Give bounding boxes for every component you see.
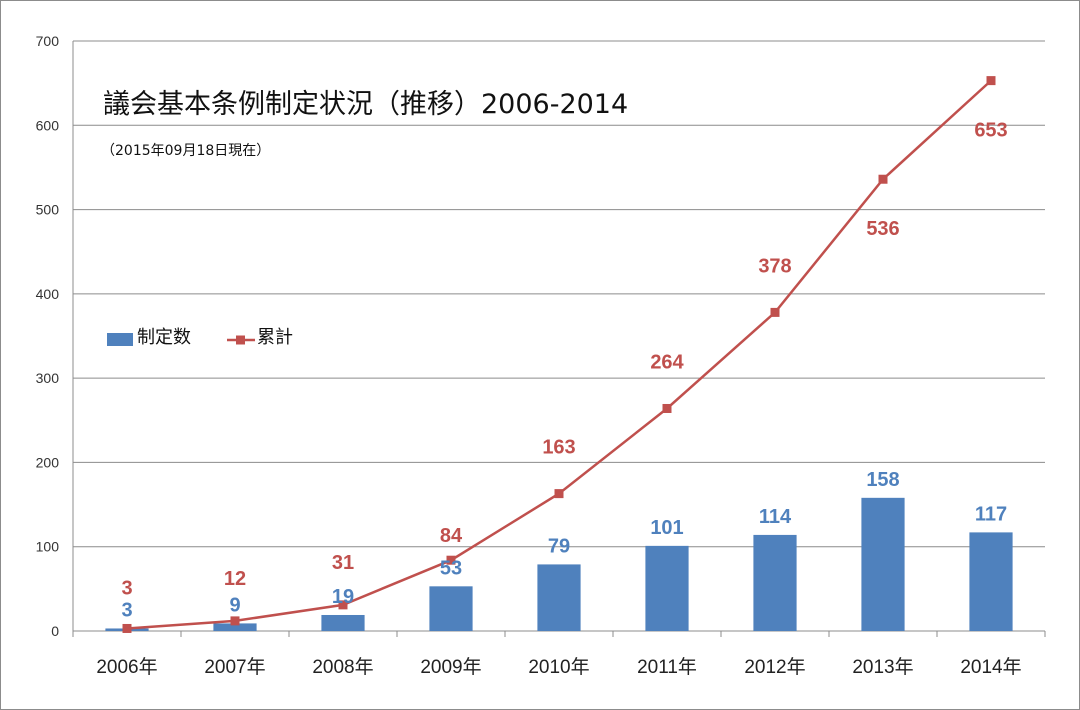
line-data-label: 536 <box>866 218 899 240</box>
bar <box>645 545 689 631</box>
x-tick-label: 2007年 <box>204 656 265 678</box>
bar-series <box>105 497 1013 631</box>
line-marker <box>986 76 996 86</box>
y-tick-label: 400 <box>36 286 60 302</box>
bar <box>753 534 797 631</box>
legend-label-bar: 制定数 <box>137 327 191 348</box>
line-data-label: 12 <box>224 568 246 590</box>
bar <box>321 614 365 631</box>
x-tick-label: 2006年 <box>96 656 157 678</box>
y-tick-label: 0 <box>51 623 59 639</box>
x-tick-label: 2011年 <box>637 656 697 678</box>
bar-data-label: 9 <box>229 594 240 616</box>
x-tick-label: 2009年 <box>420 656 481 678</box>
line-data-label: 378 <box>758 255 791 277</box>
legend: 制定数 累計 <box>107 327 293 348</box>
line-marker <box>446 555 456 565</box>
x-tick-label: 2008年 <box>312 656 373 678</box>
line-marker <box>122 623 132 633</box>
chart-title: 議会基本条例制定状況（推移）2006-2014 <box>103 89 628 120</box>
line-data-label: 31 <box>332 552 354 574</box>
line-marker <box>770 307 780 317</box>
line-data-label: 653 <box>974 120 1007 142</box>
line-marker <box>554 489 564 499</box>
chart-subtitle: （2015年09月18日現在） <box>101 143 270 159</box>
bar <box>429 586 473 631</box>
line-data-label: 3 <box>121 577 132 599</box>
y-tick-label: 200 <box>36 454 60 470</box>
bar-data-label: 3 <box>121 599 132 621</box>
gridlines <box>73 40 1045 548</box>
line-marker <box>662 403 672 413</box>
bar <box>969 532 1013 631</box>
bar-data-label: 53 <box>440 557 462 579</box>
line-marker <box>230 616 240 626</box>
y-tick-label: 100 <box>36 539 60 555</box>
line-data-label: 84 <box>440 525 463 547</box>
bar-data-label: 101 <box>650 517 683 539</box>
line-data-label: 163 <box>542 437 575 459</box>
axes: 0 100 200 300 400 500 600 700 2006年 2007年 2008年 200… <box>36 33 1046 678</box>
bar-data-label: 158 <box>866 469 899 491</box>
x-tick-label: 2013年 <box>852 656 913 678</box>
y-tick-label: 500 <box>36 202 60 218</box>
line-marker <box>338 600 348 610</box>
x-tick-label: 2012年 <box>744 656 805 678</box>
x-tick-label: 2014年 <box>960 656 1021 678</box>
bar-data-label: 114 <box>759 506 792 528</box>
legend-label-line: 累計 <box>257 327 293 348</box>
data-labels: 3 9 19 53 79 101 114 158 117 3 12 31 84 163 264 378 536 6… <box>121 120 1007 622</box>
legend-swatch-marker <box>236 335 245 345</box>
x-tick-label: 2010年 <box>528 656 589 678</box>
y-tick-label: 600 <box>36 117 60 133</box>
line-series <box>122 76 996 633</box>
y-tick-label: 700 <box>36 33 60 49</box>
bar-data-label: 19 <box>332 586 354 608</box>
bar <box>537 564 581 631</box>
legend-swatch-bar <box>107 333 133 346</box>
line-marker <box>878 174 888 184</box>
line-data-label: 264 <box>650 351 684 373</box>
bar <box>861 497 905 631</box>
y-tick-label: 300 <box>36 370 60 386</box>
bar <box>213 623 257 631</box>
bar-data-label: 79 <box>548 535 570 557</box>
bar-data-label: 117 <box>975 503 1007 525</box>
